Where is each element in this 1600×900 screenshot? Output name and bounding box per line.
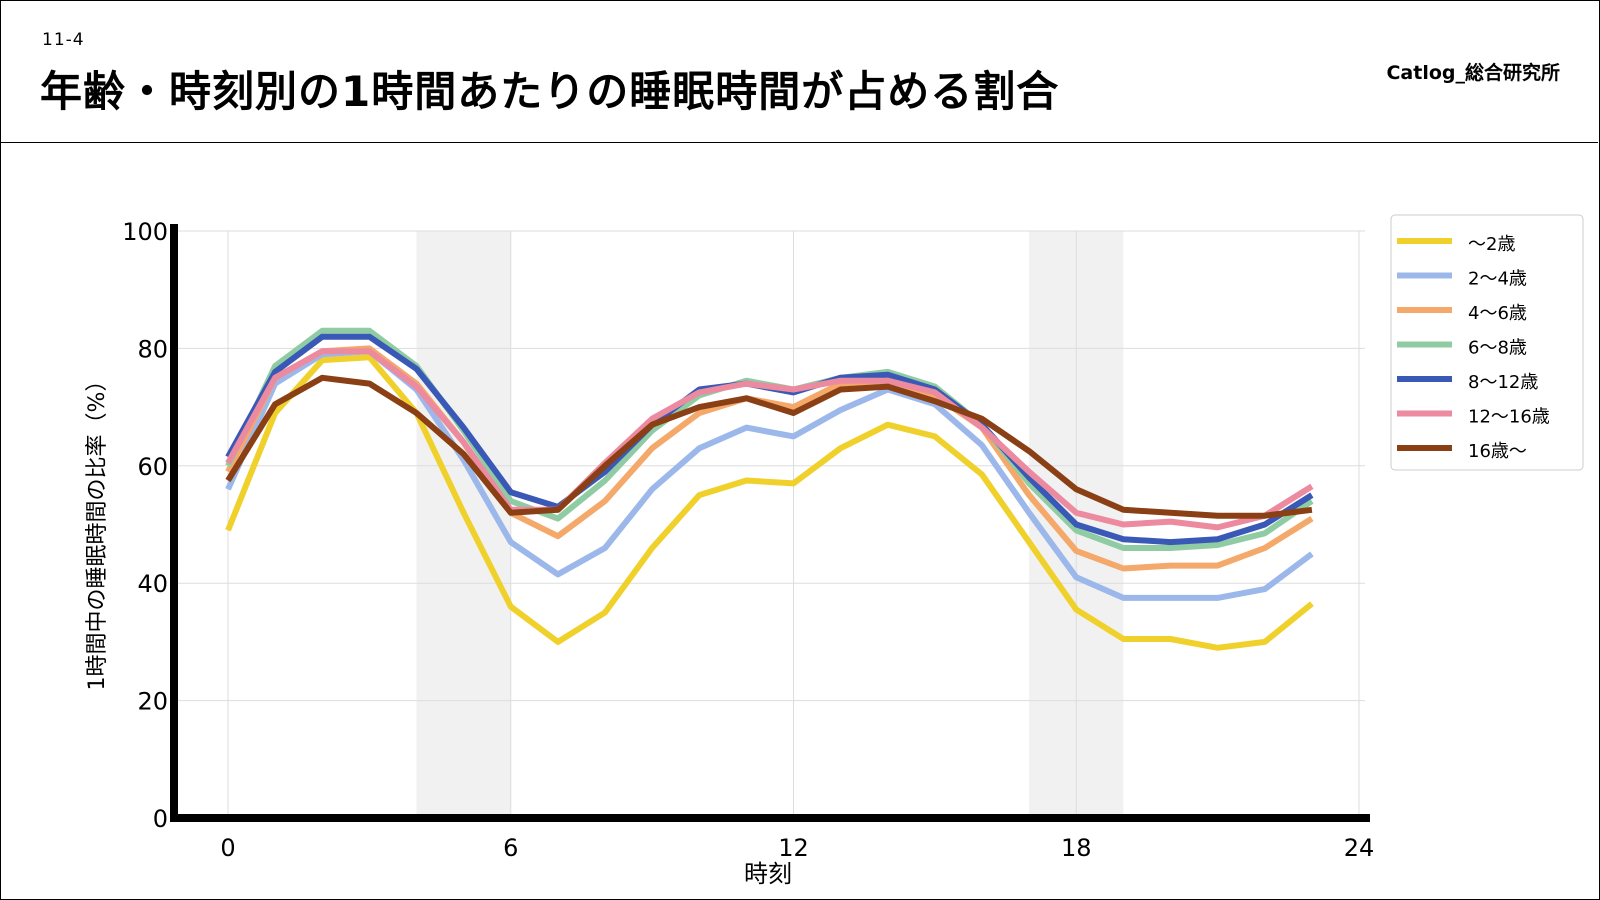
legend-label-6: 16歳〜: [1468, 441, 1527, 462]
legend-box: [1390, 214, 1584, 471]
series-line-5: [225, 348, 1314, 531]
y-tick-label-80: 80: [137, 335, 168, 363]
chart-legend: 〜2歳 2〜4歳 4〜6歳 6〜8歳 8〜12歳 12〜16歳 16歳〜: [1390, 214, 1584, 471]
legend-label-3: 6〜8歳: [1468, 338, 1527, 359]
brand-logo-text: Catlog_総合研究所: [1386, 62, 1560, 84]
legend-label-1: 2〜4歳: [1468, 269, 1527, 290]
legend-label-0: 〜2歳: [1468, 234, 1515, 255]
y-axis-label: 1時間中の睡眠時間の比率（%）: [85, 370, 110, 691]
x-tick-label-24: 24: [1344, 834, 1375, 862]
page-title: 年齢・時刻別の1時間あたりの睡眠時間が占める割合: [40, 67, 1060, 116]
series-line-0: [225, 354, 1314, 651]
y-tick-label-20: 20: [137, 688, 168, 716]
x-tick-label-6: 6: [503, 834, 518, 862]
y-tick-label-0: 0: [153, 805, 168, 833]
y-tick-label-40: 40: [137, 570, 168, 598]
x-tick-label-12: 12: [778, 834, 809, 862]
legend-label-5: 12〜16歳: [1468, 407, 1550, 428]
x-tick-label-18: 18: [1061, 834, 1092, 862]
tick-labels: 0 6 12 18 24 0 20 40 60 80 100: [122, 218, 1374, 862]
y-tick-label-60: 60: [137, 453, 168, 481]
y-tick-label-100: 100: [122, 218, 168, 246]
legend-label-2: 4〜6歳: [1468, 303, 1527, 324]
chart-axes: [170, 224, 1370, 822]
slide-header: 11-4 年齢・時刻別の1時間あたりの睡眠時間が占める割合 Catlog_総合研…: [0, 0, 1598, 143]
x-tick-label-0: 0: [220, 834, 235, 862]
section-number: 11-4: [42, 30, 85, 50]
shaded-band-0: [416, 231, 511, 818]
legend-label-4: 8〜12歳: [1468, 372, 1538, 393]
series-lines: [225, 327, 1314, 651]
series-line-6: [225, 374, 1313, 519]
x-axis-label: 時刻: [744, 860, 792, 888]
